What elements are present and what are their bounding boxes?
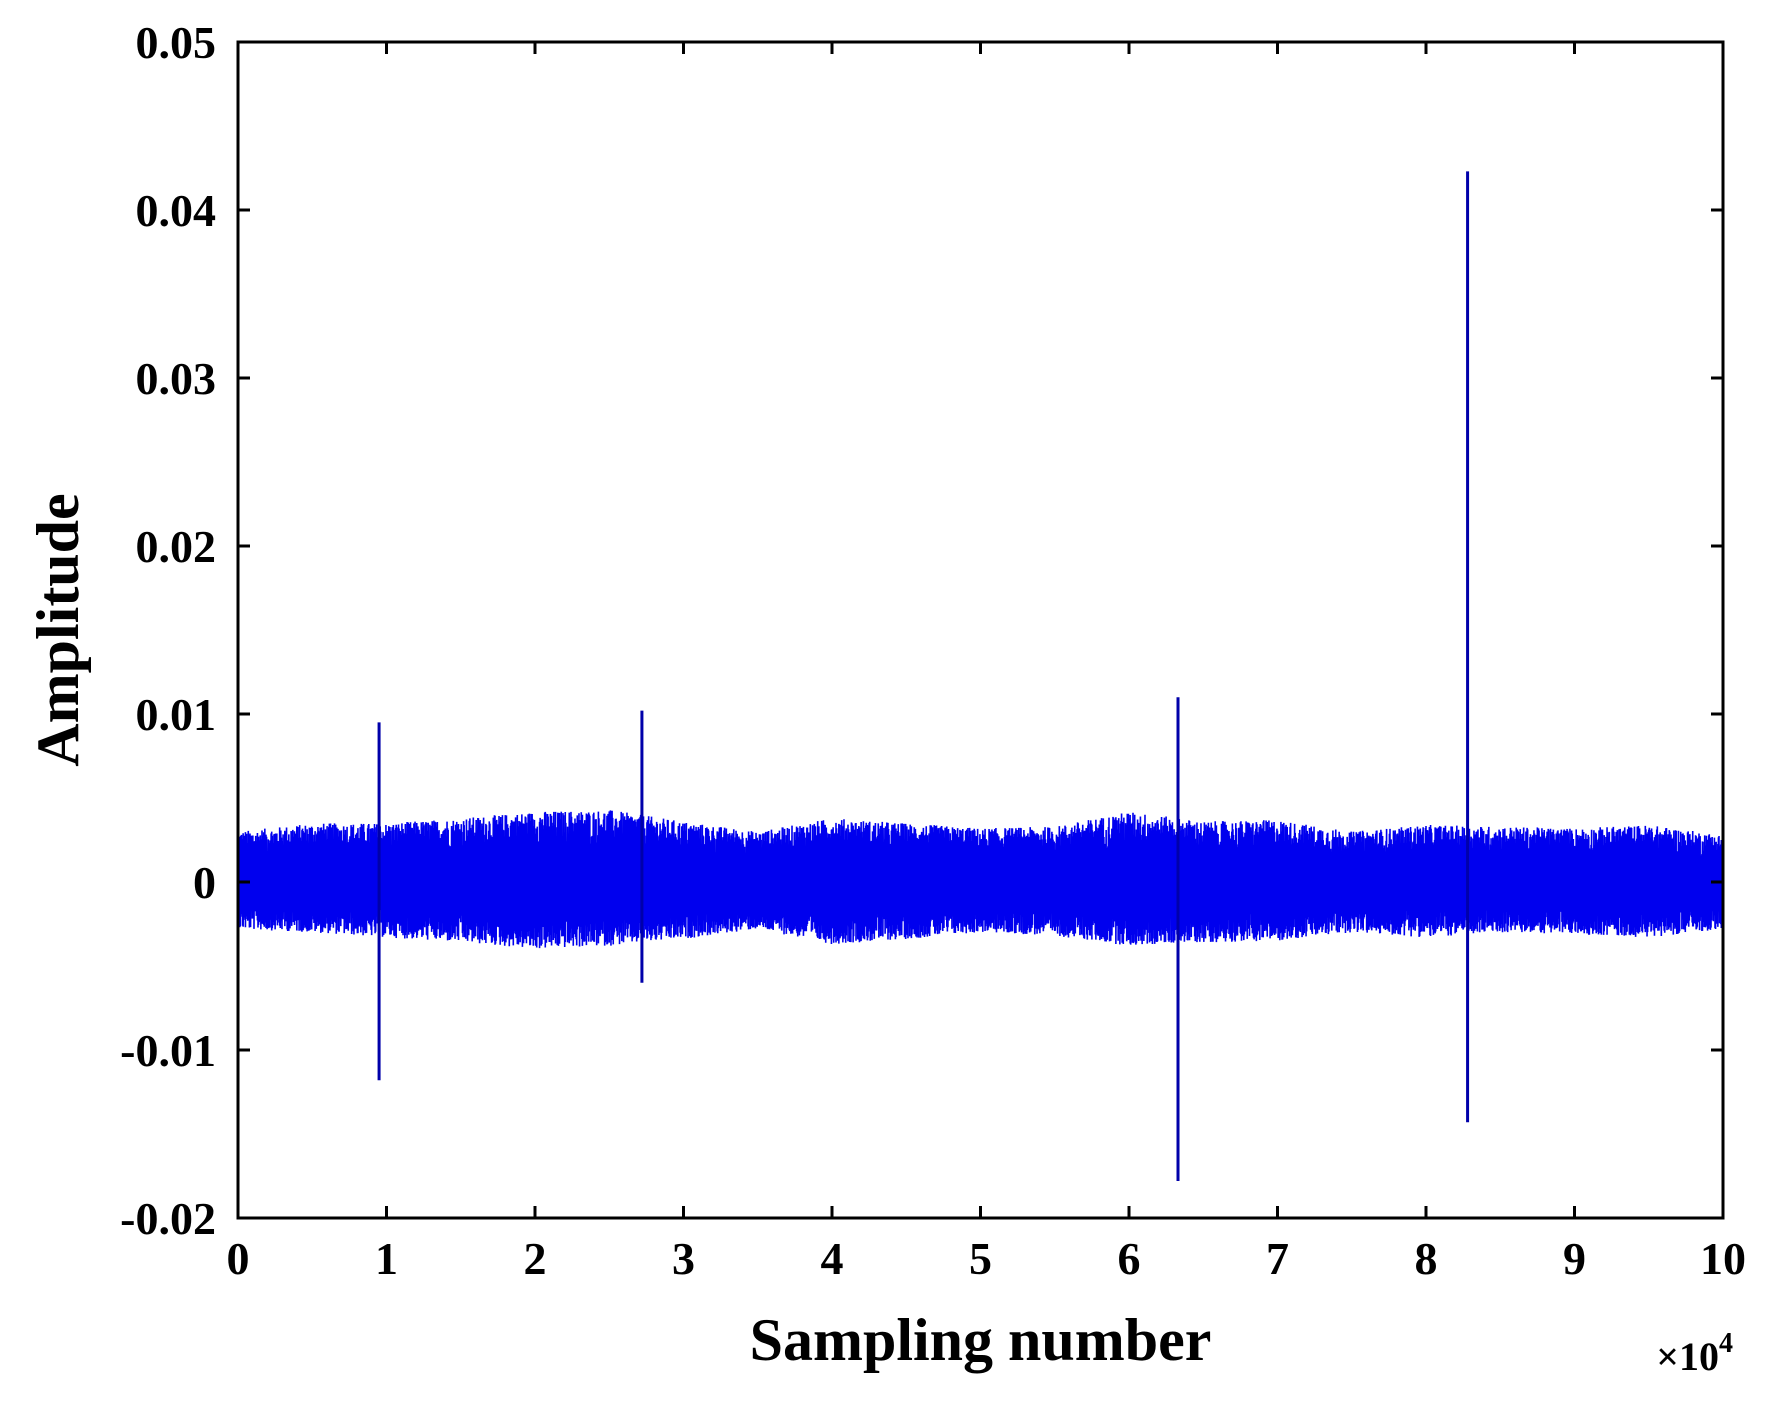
x-axis-multiplier: ×104	[1656, 1328, 1733, 1379]
plot-frame	[236, 40, 1725, 1220]
x-multiplier-exponent: 4	[1719, 1328, 1733, 1359]
x-tick-label: 2	[524, 1233, 547, 1284]
labels-layer: Sampling number Amplitude ×104	[25, 493, 1733, 1379]
y-tick-label: 0	[193, 857, 216, 908]
y-tick-label: -0.02	[120, 1193, 216, 1244]
y-tick-label: 0.03	[136, 353, 217, 404]
ticks-layer: 0 1 2 3 4 5 6 7 8 9 10 -0.02 -0.01 0 0.01 0.02 0.03 0.04 0…	[120, 17, 1746, 1284]
y-tick-label: 0.01	[136, 689, 217, 740]
x-tick-label: 6	[1118, 1233, 1141, 1284]
x-tick-label: 8	[1415, 1233, 1438, 1284]
x-axis-label: Sampling number	[750, 1307, 1212, 1373]
y-tick-label: -0.01	[120, 1025, 216, 1076]
axes-layer	[236, 40, 1725, 1220]
x-tick-label: 4	[821, 1233, 844, 1284]
x-tick-label: 7	[1266, 1233, 1289, 1284]
signal-layer	[237, 171, 1724, 1182]
y-axis-label: Amplitude	[25, 493, 91, 766]
x-tick-label: 9	[1563, 1233, 1586, 1284]
x-tick-label: 1	[375, 1233, 398, 1284]
x-multiplier-base: ×10	[1656, 1334, 1719, 1379]
x-tick-label: 3	[672, 1233, 695, 1284]
y-tick-label: 0.04	[136, 185, 217, 236]
x-tick-label: 5	[969, 1233, 992, 1284]
y-tick-label: 0.02	[136, 521, 217, 572]
y-tick-label: 0.05	[136, 17, 217, 68]
x-tick-label: 0	[227, 1233, 250, 1284]
signal-trace	[237, 810, 1724, 949]
x-tick-label: 10	[1700, 1233, 1746, 1284]
